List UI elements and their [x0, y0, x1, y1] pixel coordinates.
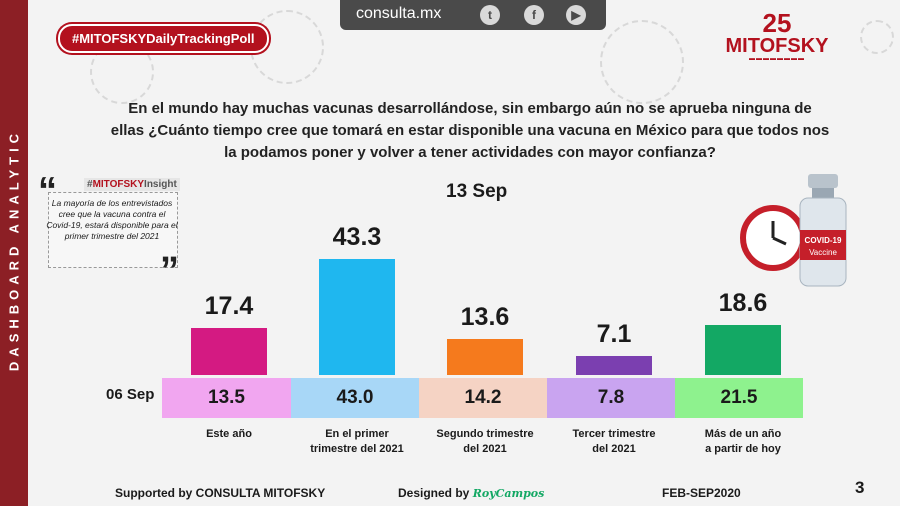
survey-question: En el mundo hay muchas vacunas desarroll… — [110, 100, 830, 161]
top-bar: consulta.mx t f ▶ — [340, 0, 606, 30]
bar-current — [576, 355, 652, 375]
previous-value-cell: 14.2 — [419, 378, 547, 418]
category-label: Este año — [164, 427, 294, 442]
category-label: En el primer trimestre del 2021 — [292, 427, 422, 457]
category-label-line: Segundo trimestre — [436, 428, 534, 440]
category-label-line: Tercer trimestre — [572, 428, 656, 440]
category-label-line: Este año — [206, 428, 252, 440]
previous-value-cell: 13.5 — [162, 378, 291, 418]
bar-current — [319, 258, 395, 375]
vaccine-vial-icon: COVID-19 Vaccine — [799, 174, 847, 287]
category-label: Tercer trimestre del 2021 — [549, 427, 679, 457]
bar-value-label: 43.3 — [332, 222, 382, 251]
insight-tag-brand: MITOFSKY — [92, 179, 145, 190]
insight-text: La mayoría de los entrevistados cree que… — [46, 198, 178, 241]
logo-anniversary: 25 — [762, 8, 792, 38]
insight-tag: #MITOFSKYInsight — [84, 178, 180, 191]
bar-value-label: 17.4 — [204, 292, 254, 321]
poll-hashtag-badge: #MITOFSKYDailyTrackingPoll — [58, 24, 269, 53]
current-series-label: 13 Sep — [446, 181, 508, 202]
sidebar: DASHBOARD ANALYTIC — [0, 0, 28, 506]
category-label-line: a partir de hoy — [705, 443, 781, 455]
mitofsky-logo: 25 MITOFSKY ▬▬▬▬▬▬▬▬ — [718, 10, 836, 62]
close-quote-icon: ” — [160, 250, 179, 292]
youtube-icon[interactable]: ▶ — [566, 5, 586, 25]
previous-series-label: 06 Sep — [106, 386, 155, 403]
bar-value-label: 13.6 — [460, 302, 510, 331]
bar-value-label: 7.1 — [596, 319, 632, 348]
logo-name: MITOFSKY — [725, 35, 829, 57]
bar-value-label: 18.6 — [718, 289, 768, 318]
bar-current — [705, 325, 781, 375]
previous-value-cell: 7.8 — [547, 378, 675, 418]
logo-tagline: ▬▬▬▬▬▬▬▬ — [749, 56, 805, 62]
designer-signature: RoyCampos — [472, 487, 545, 500]
open-quote-icon: “ — [38, 170, 57, 212]
footer-supported-by: Supported by CONSULTA MITOFSKY — [115, 486, 326, 500]
vial-sublabel: Vaccine — [809, 248, 837, 257]
previous-value-cell: 43.0 — [291, 378, 419, 418]
footer-designed-by: Designed by RoyCampos — [398, 486, 544, 500]
insight-tag-prefix: # — [87, 179, 93, 190]
page-number: 3 — [855, 478, 865, 497]
insight-callout: #MITOFSKYInsight “ La mayoría de los ent… — [38, 172, 180, 292]
category-label: Más de un año a partir de hoy — [678, 427, 808, 457]
sidebar-label: DASHBOARD ANALYTIC — [6, 128, 22, 372]
virus-watermark-icon — [860, 20, 894, 54]
category-label-line: del 2021 — [592, 443, 636, 455]
category-label-line: En el primer — [325, 428, 389, 440]
twitter-icon[interactable]: t — [480, 5, 500, 25]
category-label-line: Más de un año — [704, 428, 782, 440]
bar-current — [447, 338, 523, 375]
footer-period: FEB-SEP2020 — [662, 486, 741, 500]
vial-label: COVID-19 — [805, 236, 842, 245]
previous-value-cell: 21.5 — [675, 378, 803, 418]
category-label: Segundo trimestre del 2021 — [420, 427, 550, 457]
site-link[interactable]: consulta.mx — [356, 5, 442, 22]
insight-box — [48, 192, 178, 268]
virus-watermark-icon — [600, 20, 684, 104]
insight-tag-suffix: Insight — [144, 179, 177, 190]
designed-by-label: Designed by — [398, 486, 470, 500]
category-label-line: del 2021 — [463, 443, 507, 455]
category-label-line: trimestre del 2021 — [310, 443, 404, 455]
bar-current — [191, 328, 267, 375]
facebook-icon[interactable]: f — [524, 5, 544, 25]
